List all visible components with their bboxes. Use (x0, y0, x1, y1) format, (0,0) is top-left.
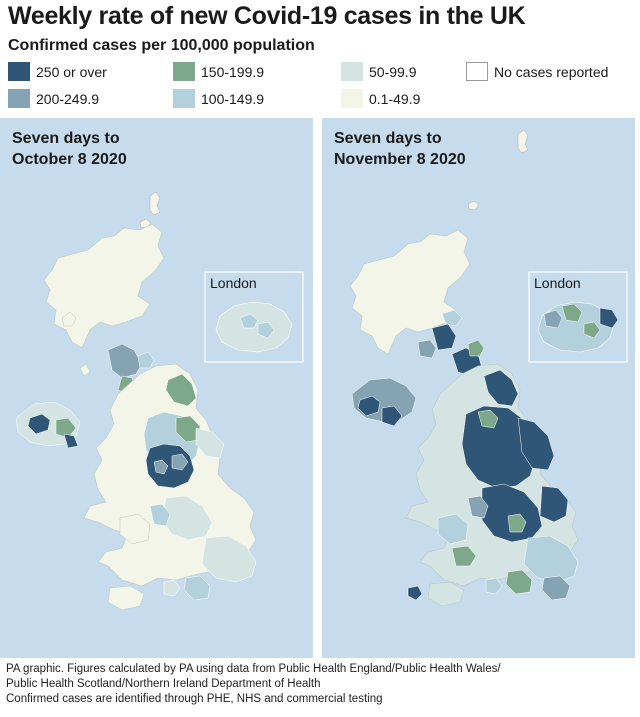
legend-label: 150-199.9 (201, 63, 265, 80)
perth-area (441, 309, 463, 327)
legend-swatch (8, 62, 30, 81)
legend-label: 100-149.9 (201, 90, 265, 107)
legend-label: 0.1-49.9 (369, 90, 421, 107)
legend-swatch (8, 89, 30, 108)
london-borough (239, 313, 259, 329)
lincolnshire-area (539, 485, 569, 523)
east-anglia-area (523, 535, 579, 583)
london-inset-label: London (534, 275, 581, 291)
glasgow-area (107, 343, 143, 379)
legend-label: No cases reported (494, 63, 609, 80)
legend: 250 or over 200-249.9 150-199.9 100-149.… (0, 0, 640, 110)
map-title-october: Seven days to October 8 2020 (12, 128, 212, 170)
lothian-area (137, 351, 155, 369)
east-anglia-area (201, 535, 257, 583)
legend-item-50-99: 50-99.9 (341, 62, 416, 81)
legend-swatch (173, 89, 195, 108)
legend-item-no-cases: No cases reported (466, 62, 608, 81)
home-counties-area (505, 569, 533, 595)
map-title-line2: November 8 2020 (334, 151, 466, 168)
legend-label: 200-249.9 (36, 90, 100, 107)
ni-down-area (63, 433, 79, 449)
cornwall-area (407, 585, 423, 601)
london-inset-label: London (210, 275, 257, 291)
oxford-area (485, 577, 503, 595)
legend-item-250-plus: 250 or over (8, 62, 107, 81)
ni-belfast-area (55, 417, 77, 439)
chart-title: Weekly rate of new Covid-19 cases in the… (8, 2, 526, 30)
legend-item-200-249: 200-249.9 (8, 89, 99, 108)
legend-swatch (173, 62, 195, 81)
london-borough (599, 307, 619, 329)
legend-swatch (341, 89, 363, 108)
south-wales-area (451, 545, 477, 567)
legend-label: 50-99.9 (369, 63, 417, 80)
footer-line3: Confirmed cases are identified through P… (6, 693, 383, 705)
london-borough (543, 309, 563, 329)
yorkshire-east-area (195, 427, 225, 459)
shetland-islands (517, 129, 529, 154)
london-borough (257, 321, 275, 339)
ni-derry-area (357, 395, 381, 417)
uk-map-november: London (349, 129, 628, 607)
legend-item-150-199: 150-199.9 (173, 62, 264, 81)
legend-item-0-49: 0.1-49.9 (341, 89, 420, 108)
map-panel-october: London Seven days to October 8 2020 (0, 118, 313, 658)
legend-swatch (341, 62, 363, 81)
ni-derry-area (27, 413, 51, 435)
map-title-line2: October 8 2020 (12, 151, 127, 168)
glasgow-area (431, 323, 457, 351)
source-footer: PA graphic. Figures calculated by PA usi… (6, 662, 636, 707)
wales-area (437, 513, 469, 545)
map-panel-november: London Seven days to November 8 2020 (322, 118, 635, 658)
ayrshire-area (417, 339, 437, 359)
scotland-region (43, 223, 165, 349)
leicester-area (507, 513, 527, 533)
legend-swatch (466, 62, 488, 81)
northumberland-area (483, 369, 519, 407)
orkney-islands (467, 200, 480, 211)
west-midlands-area (149, 503, 171, 527)
lothian-area (467, 339, 485, 357)
manchester-area (153, 459, 169, 475)
yorkshire-east-area (517, 417, 555, 471)
map-title-november: Seven days to November 8 2020 (334, 128, 534, 170)
legend-subtitle: Confirmed cases per 100,000 population (8, 37, 315, 54)
leeds-area (171, 453, 189, 471)
west-midlands-area (467, 495, 489, 519)
southwest-area (427, 581, 465, 607)
london-borough (561, 303, 583, 323)
midlands-area (481, 483, 543, 543)
southwest-area (107, 585, 145, 611)
wales-area (119, 513, 151, 545)
uk-map-october: London (15, 191, 304, 611)
footer-line1: PA graphic. Figures calculated by PA usi… (6, 663, 501, 675)
northumberland-area (165, 373, 197, 407)
footer-line2: Public Health Scotland/Northern Ireland … (6, 678, 321, 690)
ni-belfast-area (381, 405, 403, 427)
home-counties-area (183, 575, 211, 601)
london-borough (583, 321, 601, 339)
map-title-line1: Seven days to (334, 130, 442, 147)
map-title-line1: Seven days to (12, 130, 120, 147)
shetland-islands (149, 191, 161, 216)
islay-island (79, 363, 91, 377)
legend-label: 250 or over (36, 63, 107, 80)
cumbria-area (477, 409, 499, 429)
oxford-area (163, 579, 181, 597)
legend-item-100-149: 100-149.9 (173, 89, 264, 108)
kent-area (541, 575, 571, 601)
north-england-area (461, 405, 537, 489)
hebrides-island (61, 311, 77, 327)
